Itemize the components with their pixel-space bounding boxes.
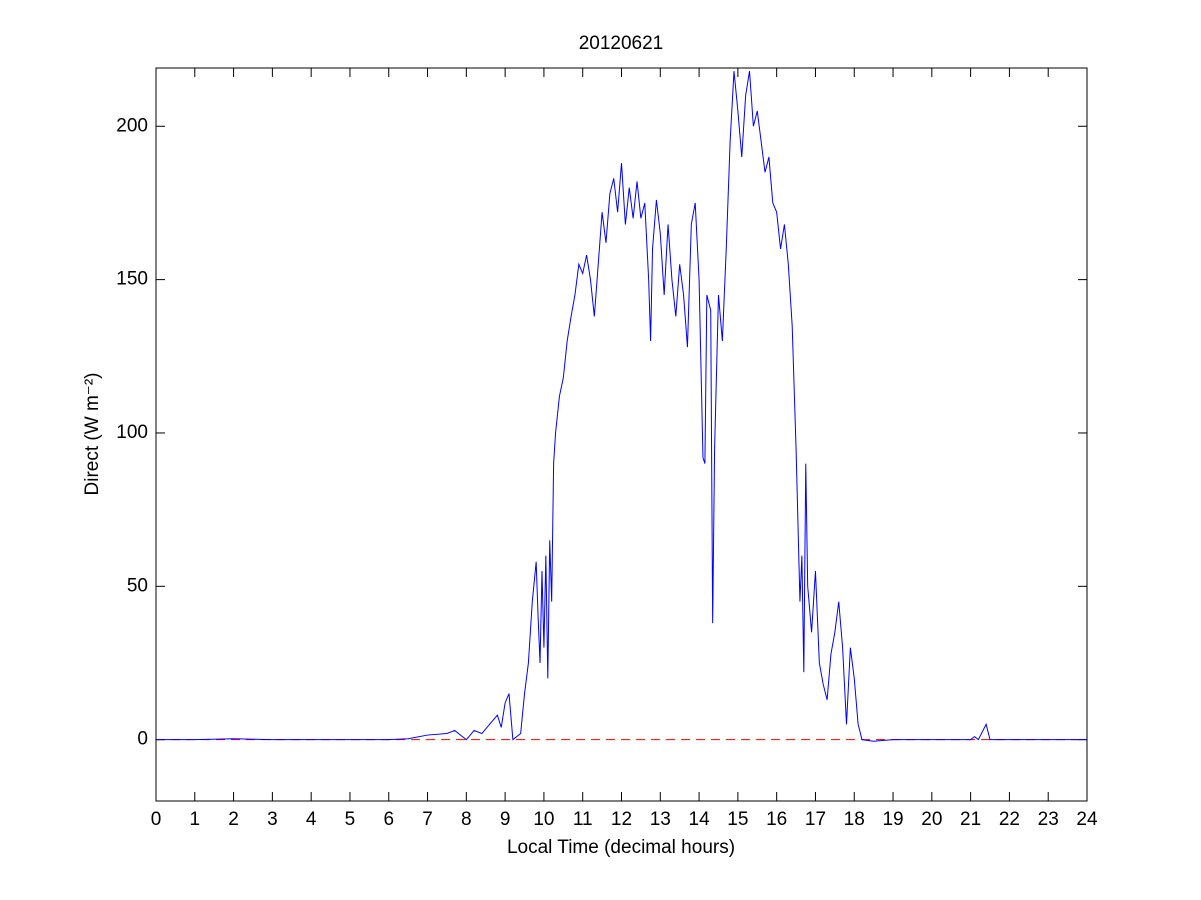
x-tick-label: 7 (422, 809, 433, 830)
x-tick-label: 17 (805, 809, 826, 830)
y-tick-label: 100 (116, 422, 148, 443)
x-tick-label: 15 (727, 809, 748, 830)
x-tick-label: 16 (766, 809, 787, 830)
x-tick-label: 9 (500, 809, 511, 830)
x-tick-label: 5 (345, 809, 356, 830)
y-tick-label: 50 (127, 575, 148, 596)
data-line (156, 70, 1087, 742)
x-tick-label: 13 (650, 809, 671, 830)
x-tick-label: 18 (844, 809, 865, 830)
x-tick-label: 1 (190, 809, 201, 830)
x-tick-label: 12 (611, 809, 632, 830)
x-tick-label: 4 (306, 809, 317, 830)
x-axis-label: Local Time (decimal hours) (507, 837, 735, 858)
y-tick-label: 150 (116, 269, 148, 290)
x-tick-label: 10 (533, 809, 554, 830)
x-tick-label: 20 (921, 809, 942, 830)
x-tick-label: 19 (882, 809, 903, 830)
y-axis-label: Direct (W m⁻²) (82, 373, 103, 496)
x-tick-label: 21 (960, 809, 981, 830)
x-tick-label: 11 (573, 809, 593, 830)
x-tick-label: 22 (999, 809, 1020, 830)
x-tick-label: 14 (689, 809, 711, 830)
plot-area (156, 68, 1087, 801)
chart-title: 20120621 (579, 33, 664, 54)
x-tick-label: 23 (1038, 809, 1059, 830)
y-tick-label: 200 (116, 115, 148, 136)
y-tick-label: 0 (137, 729, 148, 750)
x-tick-label: 6 (383, 809, 394, 830)
x-tick-label: 2 (228, 809, 239, 830)
x-tick-label: 0 (151, 809, 162, 830)
axes-box (155, 67, 1088, 802)
x-tick-label: 3 (267, 809, 278, 830)
x-tick-label: 24 (1076, 809, 1098, 830)
x-tick-label: 8 (461, 809, 472, 830)
